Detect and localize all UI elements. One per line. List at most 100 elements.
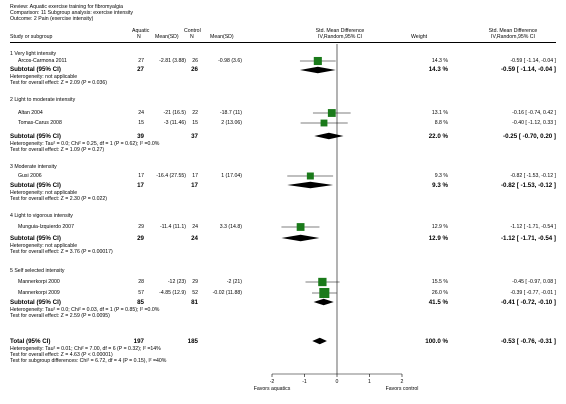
study-weight: 15.5 % [431,279,448,285]
total-weight: 100.0 % [425,338,448,345]
group-title: 4 Light to vigorous intensity [10,213,73,219]
header-rule [10,42,556,43]
subtotal-n1: 39 [137,133,144,140]
subtotal-n2: 24 [191,235,198,242]
subtotal-label: Subtotal (95% CI) [10,133,61,140]
study-weight: 13.1 % [431,110,448,116]
subtotal-ci: -0.82 [ -1.53, -0.12 ] [500,182,556,189]
col-weight: Weight [411,34,428,40]
total-label: Total (95% CI) [10,338,51,345]
col-smd-method: IV,Random,95% CI [318,34,362,40]
subtotal-n2: 26 [191,66,198,73]
study-ci: -0.45 [ -0.97, 0.08 ] [512,279,556,285]
heterogeneity-note: Heterogeneity: not applicable [10,190,78,196]
subtotal-label: Subtotal (95% CI) [10,66,61,73]
subtotal-ci: -0.41 [ -0.72, -0.10 ] [500,299,556,306]
study-meansd2: 2 (13.06) [221,120,242,126]
subtotal-diamond [287,181,334,189]
study-n1: 15 [138,120,144,126]
heterogeneity-note: Heterogeneity: Tau² = 0.01; Chi² = 7.00,… [10,346,161,352]
study-meansd2: -0.98 (3.6) [218,58,242,64]
study-n2: 52 [192,290,198,296]
study-name: Tomas-Carus 2008 [18,120,62,126]
heterogeneity-note: Heterogeneity: not applicable [10,74,78,80]
study-ci: -0.16 [ -0.74, 0.42 ] [512,110,556,116]
comparison-title: Comparison: 11 Subgroup analysis: exerci… [10,10,134,16]
study-weight: 26.0 % [431,290,448,296]
subtotal-weight: 22.0 % [428,133,448,140]
overall-effect-note: Test for overall effect: Z = 3.76 (P = 0… [10,249,113,255]
study-n2: 26 [192,58,198,64]
study-weight: 9.3 % [434,173,448,179]
study-meansd2: -0.02 (11.88) [212,290,242,296]
group-title: 1 Very light intensity [10,51,57,57]
study-n1: 17 [138,173,144,179]
study-name: Mannerkorpi 2000 [18,279,60,285]
study-name: Altan 2004 [18,110,43,116]
col-aquatic: Aquatic [132,28,150,34]
study-n1: 57 [138,290,144,296]
subtotal-ci: -0.59 [ -1.14, -0.04 ] [500,66,556,73]
study-point-square [318,277,327,287]
col-smd-title: Std. Mean Difference [315,28,365,34]
subtotal-label: Subtotal (95% CI) [10,182,61,189]
overall-effect-note: Test for overall effect: Z = 2.59 (P = 0… [10,313,110,319]
subtotal-weight: 9.3 % [432,182,448,189]
study-n1: 28 [138,279,144,285]
study-point-square [320,119,328,127]
group-title: 5 Self selected intensity [10,268,65,274]
subtotal-weight: 41.5 % [428,299,448,306]
total-ci: -0.53 [ -0.76, -0.31 ] [500,338,556,345]
col-control: Control [184,28,201,34]
study-meansd1: -2.81 (3.88) [159,58,186,64]
study-meansd2: -18.7 (11) [219,110,242,116]
study-meansd1: -16.4 (27.55) [156,173,186,179]
subtotal-n1: 85 [137,299,144,306]
study-n1: 29 [138,224,144,230]
review-title: Review: Aquatic exercise training for fi… [10,4,124,10]
study-n1: 24 [138,110,144,116]
subtotal-n2: 37 [191,133,198,140]
study-point-square [319,287,330,299]
study-meansd1: -3 (11.46) [163,120,186,126]
favors-control-label: Favors control [385,386,419,392]
study-n1: 27 [138,58,144,64]
study-point-square [296,223,305,231]
col-smd-method-right: IV,Random,95% CI [491,34,535,40]
favors-aquatics-label: Favors aquatics [253,386,291,392]
subtotal-diamond [314,132,344,140]
subtotal-n1: 27 [137,66,144,73]
x-axis-tick-label: 0 [336,379,339,385]
subtotal-n1: 17 [137,182,144,189]
study-point-square [313,56,322,66]
study-n2: 22 [192,110,198,116]
subgroup-differences-note: Test for subgroup differences: Chi² = 6.… [10,358,167,364]
total-n2: 185 [187,338,198,345]
heterogeneity-note: Heterogeneity: not applicable [10,243,78,249]
study-weight: 12.9 % [431,224,448,230]
study-name: Arcos-Carmona 2011 [18,58,67,64]
study-point-square [306,172,314,180]
study-meansd1: -21 (16.5) [163,110,187,116]
x-axis-tick-label: -1 [302,379,307,385]
col-control-n: N [190,34,194,40]
heterogeneity-note: Heterogeneity: Tau² = 0.0; Chi² = 0.25, … [10,141,160,147]
col-aquatic-meansd: Mean(SD) [155,34,179,40]
study-ci: -1.12 [ -1.71, -0.54 ] [510,224,556,230]
total-n1: 197 [133,338,144,345]
study-name: Mannerkorpi 2009 [18,290,60,296]
subtotal-n1: 29 [137,235,144,242]
total-diamond [312,337,327,345]
col-smd-title-right: Std. Mean Difference [488,28,538,34]
study-weight: 8.8 % [434,120,448,126]
study-meansd1: -11.4 (11.1) [159,224,186,230]
x-axis-tick-label: 1 [368,379,371,385]
subtotal-label: Subtotal (95% CI) [10,235,61,242]
col-study: Study or subgroup [10,34,53,40]
subtotal-ci: -0.25 [ -0.70, 0.20 ] [503,133,556,140]
subtotal-label: Subtotal (95% CI) [10,299,61,306]
study-n2: 29 [192,279,198,285]
study-meansd2: 3.3 (14.8) [219,224,242,230]
col-aquatic-n: N [137,34,141,40]
